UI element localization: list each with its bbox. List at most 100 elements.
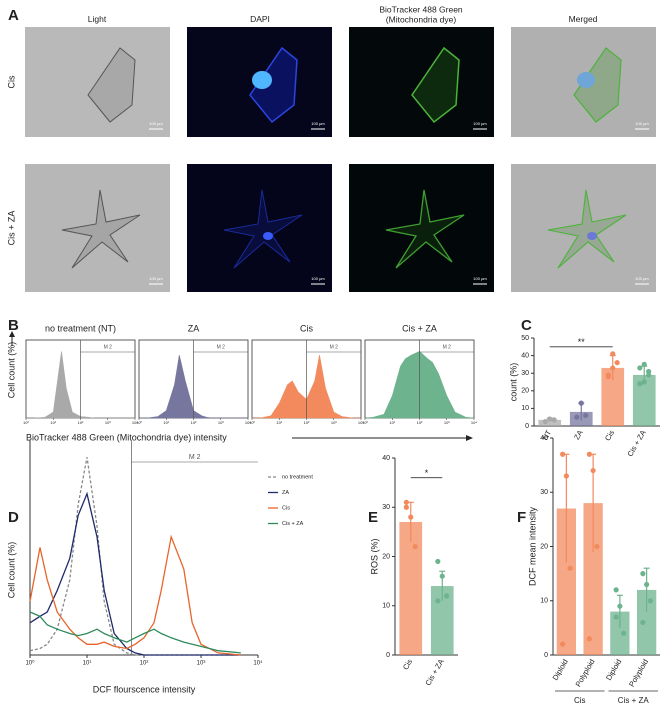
y-tick-label: 40 [521, 352, 529, 359]
cell-outline [87, 47, 136, 123]
x-tick-label: Diploid [551, 657, 570, 681]
bar [538, 419, 562, 426]
data-point [542, 419, 548, 425]
cell-outline [547, 189, 627, 269]
cell-outline [249, 46, 298, 124]
x-tick-label: 10¹ [50, 420, 56, 425]
nucleus [587, 232, 597, 240]
data-point [647, 598, 653, 604]
cell-outline [385, 189, 465, 269]
data-point [641, 379, 647, 385]
legend-label: Cis + ZA [282, 521, 304, 527]
nucleus [263, 232, 273, 240]
x-tick-label: 10² [417, 420, 423, 425]
bar [399, 522, 423, 655]
arrow-head [466, 435, 473, 441]
y-tick-label: 30 [540, 489, 548, 496]
cell-outline [573, 47, 622, 123]
gate-label: M 2 [217, 344, 226, 350]
data-point [586, 451, 592, 457]
y-axis-label: count (%) [508, 363, 518, 402]
x-tick-label: Polyploid [627, 657, 650, 688]
column-header: BioTracker 488 Green (Mitochondria dye) [379, 4, 463, 25]
data-point [408, 514, 414, 520]
data-point [646, 368, 652, 375]
data-point [547, 416, 553, 422]
x-tick-label: Diploid [604, 657, 623, 681]
cell-outline [223, 189, 303, 269]
column-header: Light [87, 14, 107, 25]
data-point [613, 614, 619, 620]
x-tick-label: Cis + ZA [423, 657, 445, 687]
series-line [29, 457, 241, 656]
x-tick-label: 10³ [331, 420, 337, 425]
data-point [563, 473, 569, 479]
data-point [610, 351, 616, 357]
scale-bar-label: 100 µm [149, 121, 163, 126]
chart-title: no treatment (NT) [45, 323, 116, 333]
data-point [644, 581, 650, 588]
x-tick-label: 10² [78, 420, 84, 425]
x-tick-label: 10⁰ [25, 660, 35, 667]
data-point [560, 451, 566, 457]
x-axis-label: DCF flourscence intensity [93, 684, 196, 694]
bar [636, 589, 657, 655]
panel-letter: C [521, 317, 532, 334]
panel-letter: F [517, 509, 526, 526]
bar [430, 586, 454, 655]
bar [556, 508, 577, 655]
x-tick-label: 10⁰ [249, 420, 255, 425]
panel-letter: B [8, 317, 19, 334]
scale-bar-label: 100 µm [473, 121, 487, 126]
y-tick-label: 10 [521, 405, 529, 412]
y-axis-label: Cell count (%) [6, 542, 16, 599]
legend-label: ZA [282, 490, 289, 496]
data-point [594, 543, 600, 550]
data-point [637, 365, 643, 371]
scale-bar-label: 100 µm [473, 276, 487, 281]
x-tick-label: 10¹ [83, 661, 92, 667]
y-tick-label: 0 [525, 423, 529, 430]
y-tick-label: 50 [521, 335, 529, 342]
y-tick-label: 0 [544, 652, 548, 659]
data-point [444, 593, 450, 599]
y-tick-label: 20 [382, 553, 390, 560]
x-tick-label: 10¹ [276, 420, 282, 425]
x-tick-label: 10³ [444, 420, 450, 425]
series-line [29, 534, 241, 656]
y-tick-label: 10 [540, 598, 548, 605]
data-point [610, 365, 616, 371]
x-tick-label: 10² [191, 420, 197, 425]
chart-title: ZA [188, 323, 200, 333]
data-point [567, 565, 573, 571]
bar [583, 503, 603, 655]
y-tick-label: 30 [382, 504, 390, 511]
y-axis-label: DCF mean intensity [527, 506, 537, 586]
chart-title: Cis + ZA [402, 323, 437, 333]
scale-bar-label: 100 µm [311, 121, 325, 126]
legend-label: Cis [282, 505, 290, 511]
x-tick-label: Cis [401, 657, 414, 671]
scale-bar-label: 100 µm [635, 121, 649, 126]
data-point [583, 412, 589, 419]
arrow-head [9, 331, 15, 337]
histogram-area [139, 355, 248, 419]
gate-label: M 2 [189, 454, 201, 461]
bar [632, 374, 656, 426]
gate-label: M 2 [443, 344, 452, 350]
group-label: Cis + ZA [618, 696, 650, 705]
significance-label: ** [578, 337, 586, 347]
data-point [614, 360, 620, 366]
x-tick-label: 10¹ [163, 420, 169, 425]
x-tick-label: 10² [140, 661, 149, 667]
data-point [551, 417, 557, 423]
data-point [412, 544, 418, 550]
x-tick-label: 10² [304, 420, 310, 425]
data-point [435, 558, 441, 565]
data-point [560, 641, 566, 647]
data-point [435, 598, 441, 604]
cell-outline [61, 189, 141, 269]
x-tick-label: 10³ [105, 420, 111, 425]
nucleus [252, 71, 272, 89]
cell-outline [411, 46, 460, 124]
